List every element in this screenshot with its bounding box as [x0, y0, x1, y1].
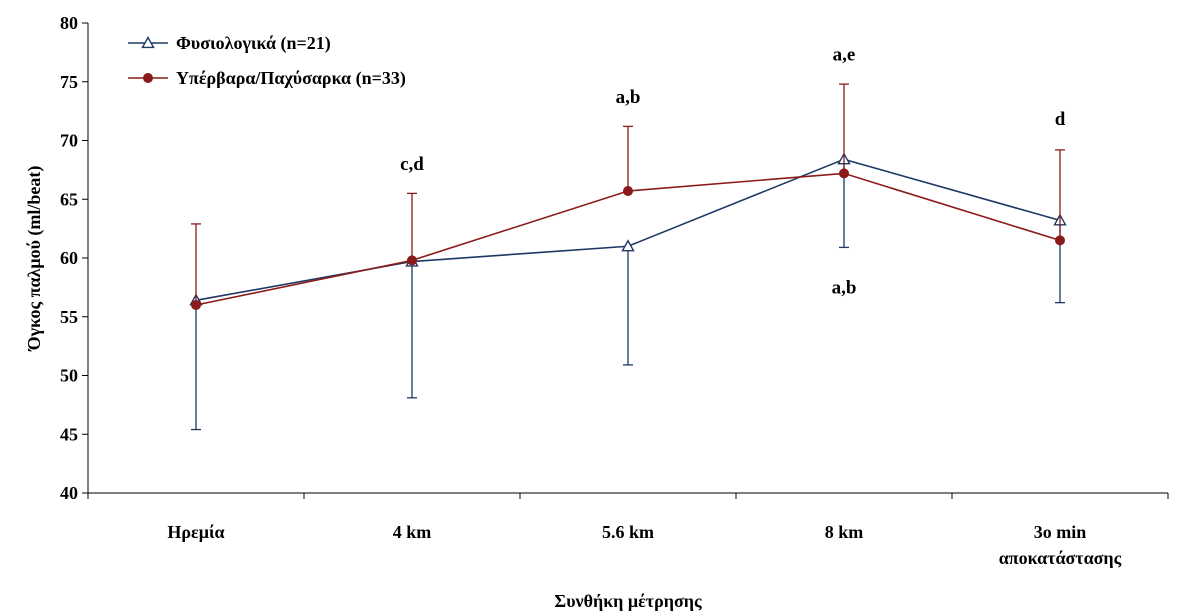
x-categories: Ηρεμία 4 km 5.6 km 8 km 3o min αποκατάστασης: [87, 493, 1169, 568]
x-tick-label: Ηρεμία: [167, 522, 224, 542]
data-point: [623, 186, 633, 197]
x-tick-label: 4 km: [393, 522, 432, 542]
x-tick-label: 5.6 km: [602, 522, 654, 542]
legend-marker: [141, 36, 155, 49]
y-tick-label: 60: [60, 248, 78, 268]
y-tick-label: 55: [60, 307, 78, 327]
data-point: [191, 300, 201, 310]
data-point: [407, 255, 417, 266]
series-1: [191, 83, 1065, 310]
annotation-label: a,b: [832, 277, 857, 298]
annotations: c,d a,b a,e a,b d: [400, 45, 1066, 299]
y-tick-label: 40: [60, 483, 78, 503]
y-tick-label: 70: [60, 131, 78, 151]
legend-marker: [143, 73, 153, 83]
y-ticks: 40 45 50 55 60 65 70 75 80: [60, 13, 88, 503]
annotation-label: d: [1055, 109, 1066, 130]
legend: Φυσιολογικά (n=21) Υπέρβαρα/Παχύσαρκα (n=…: [128, 33, 406, 89]
x-tick-label: 8 km: [825, 522, 864, 542]
y-axis-title: Όγκος παλμού (ml/beat): [24, 166, 45, 353]
annotation-label: c,d: [400, 154, 424, 175]
x-axis-title: Συνθήκη μέτρησης: [554, 591, 702, 611]
data-point: [839, 168, 849, 179]
data-point: [1055, 235, 1065, 246]
x-tick-label: 3o min: [1034, 522, 1087, 542]
y-tick-label: 65: [60, 189, 78, 209]
annotation-label: a,e: [833, 45, 856, 66]
y-tick-label: 45: [60, 424, 78, 444]
series-layer: [189, 83, 1067, 431]
x-tick-label: αποκατάστασης: [999, 548, 1122, 568]
y-tick-label: 50: [60, 366, 78, 386]
y-tick-label: 80: [60, 13, 78, 33]
data-point: [621, 239, 635, 252]
y-tick-label: 75: [60, 72, 78, 92]
legend-entry: Υπέρβαρα/Παχύσαρκα (n=33): [176, 68, 406, 89]
legend-entry: Φυσιολογικά (n=21): [176, 33, 331, 54]
annotation-label: a,b: [616, 87, 641, 108]
